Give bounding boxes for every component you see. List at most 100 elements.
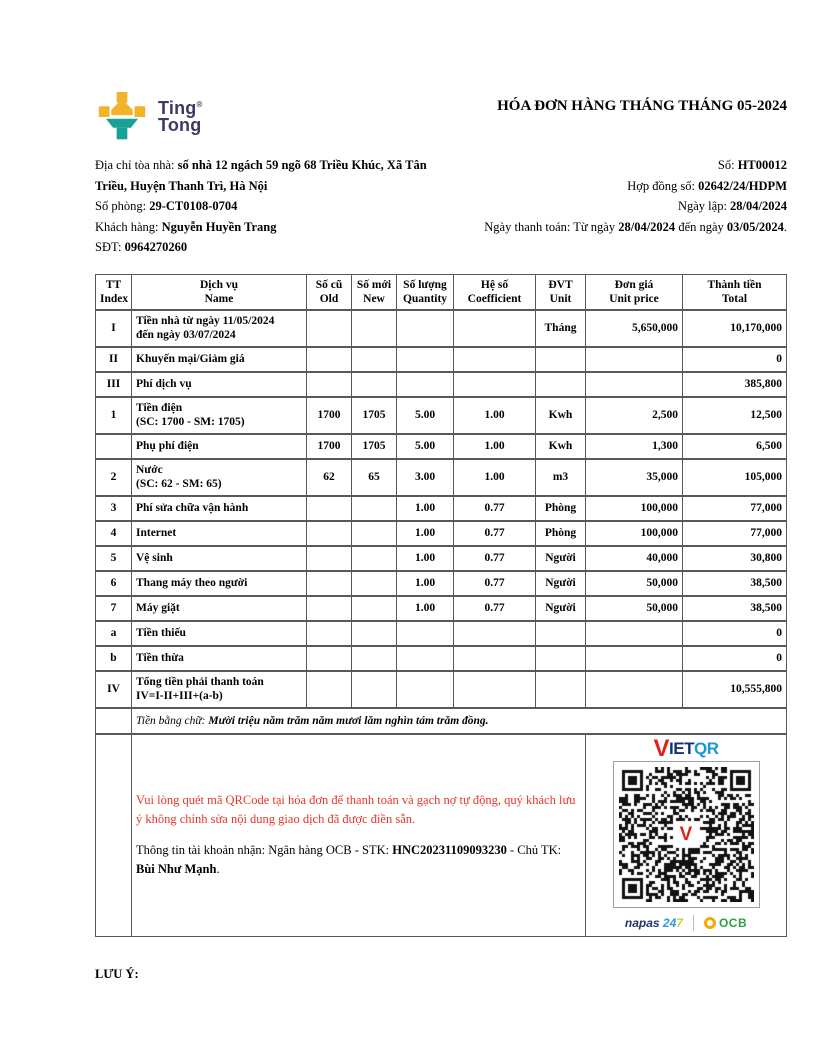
cell-idx: 5	[95, 545, 131, 571]
column-header: Số lượng Quantity	[396, 273, 453, 310]
cell-price	[585, 670, 682, 708]
cell-new	[351, 520, 396, 546]
cell-idx: 4	[95, 520, 131, 546]
cell-total: 0	[682, 620, 787, 646]
info-left: Địa chỉ tòa nhà: số nhà 12 ngách 59 ngõ …	[95, 155, 441, 258]
payment-qr-code: V	[612, 761, 760, 908]
vietqr-logo: VIETQR	[653, 735, 719, 762]
cell-idx: 6	[95, 570, 131, 596]
vietqr-center-mark-icon: V	[674, 822, 698, 847]
table-row: 5 Vệ sinh 1.00 0.77 Người 40,000 30,800	[95, 545, 787, 571]
cell-idx: II	[95, 346, 131, 372]
cell-coef: 0.77	[453, 495, 535, 521]
cell-total: 77,000	[682, 495, 787, 521]
cell-name: Tiền thừa	[131, 645, 306, 671]
cell-idx: I	[95, 309, 131, 347]
cell-unit: Người	[535, 570, 585, 596]
qr-pane: VIETQR V napas 247 OCB	[585, 733, 787, 937]
column-header: Đơn giá Unit price	[585, 273, 682, 310]
cell-unit	[535, 620, 585, 646]
cell-old	[306, 371, 351, 397]
cell-idx: III	[95, 371, 131, 397]
table-row: 3 Phí sửa chữa vận hành 1.00 0.77 Phòng 100,0…	[95, 495, 787, 521]
cell-price: 50,000	[585, 570, 682, 596]
info-right: Số: HT00012 Hợp đồng số: 02642/24/HDPM N…	[441, 155, 787, 258]
cell-price: 2,500	[585, 396, 682, 434]
cell-new	[351, 570, 396, 596]
cell-name: Phí sửa chữa vận hành	[131, 495, 306, 521]
created-date: Ngày lập: 28/04/2024	[677, 199, 787, 213]
cell-qty	[396, 309, 453, 347]
column-header: ĐVT Unit	[535, 273, 585, 310]
cell-unit: Phòng	[535, 520, 585, 546]
cell-price	[585, 346, 682, 372]
cell-name: Tiền thiếu	[131, 620, 306, 646]
cell-new	[351, 620, 396, 646]
column-header: Dịch vụ Name	[131, 273, 306, 310]
cell-old	[306, 346, 351, 372]
payment-instructions: Vui lòng quét mã QRCode tại hóa đơn để t…	[131, 733, 585, 937]
cell-price: 100,000	[585, 520, 682, 546]
cell-new	[351, 346, 396, 372]
logo-divider	[692, 915, 694, 931]
cell-total: 38,500	[682, 595, 787, 621]
cell-unit: Kwh	[535, 433, 585, 459]
cell-new: 65	[351, 458, 396, 496]
invoice-info: Địa chỉ tòa nhà: số nhà 12 ngách 59 ngõ …	[95, 155, 787, 258]
cell-price: 50,000	[585, 595, 682, 621]
cell-coef: 1.00	[453, 458, 535, 496]
column-header: Thành tiền Total	[682, 273, 787, 310]
table-row: III Phí dịch vụ 385,800	[95, 371, 787, 397]
cell-name: Phụ phí điện	[131, 433, 306, 459]
napas-247-logo: napas 247	[624, 916, 683, 930]
cell-idx: b	[95, 645, 131, 671]
cell-unit: Kwh	[535, 396, 585, 434]
cell-price	[585, 620, 682, 646]
cell-price: 5,650,000	[585, 309, 682, 347]
qr-warning-text: Vui lòng quét mã QRCode tại hóa đơn để t…	[136, 793, 576, 826]
cell-price: 1,300	[585, 433, 682, 459]
cell-old	[306, 520, 351, 546]
cell-name: Khuyến mại/Giảm giá	[131, 346, 306, 372]
account-info: Thông tin tài khoản nhận: Ngân hàng OCB …	[136, 843, 562, 876]
table-row: II Khuyến mại/Giảm giá 0	[95, 346, 787, 372]
brand: Ting® Tong	[95, 92, 203, 142]
cell-qty: 1.00	[396, 595, 453, 621]
room-number: Số phòng: 29-CT0108-0704	[95, 199, 238, 213]
cell-qty	[396, 620, 453, 646]
table-row: Phụ phí điện 1700 1705 5.00 1.00 Kwh 1,300 6,50…	[95, 433, 787, 459]
cell-unit: Phòng	[535, 495, 585, 521]
cell-total: 6,500	[682, 433, 787, 459]
column-header: Số cũ Old	[306, 273, 351, 310]
cell-total: 0	[682, 346, 787, 372]
cell-qty	[396, 670, 453, 708]
cell-old	[306, 495, 351, 521]
cell-old	[306, 620, 351, 646]
cell-name: Phí dịch vụ	[131, 371, 306, 397]
table-row: b Tiền thừa 0	[95, 645, 787, 671]
cell-total: 12,500	[682, 396, 787, 434]
cell-coef: 1.00	[453, 396, 535, 434]
cell-unit	[535, 371, 585, 397]
ocb-icon	[703, 917, 716, 929]
customer-name: Khách hàng: Nguyễn Huyền Trang	[95, 219, 277, 234]
column-header: TT Index	[95, 273, 131, 310]
cell-name: Thang máy theo người	[131, 570, 306, 596]
cell-unit: m3	[535, 458, 585, 496]
table-row: 6 Thang máy theo người 1.00 0.77 Người 50,000…	[95, 570, 787, 596]
cell-old	[306, 645, 351, 671]
billing-table: TT Index Dịch vụ Name Số cũ Old Số mới New Số lư…	[95, 273, 787, 937]
cell-new: 1705	[351, 396, 396, 434]
cell-coef: 0.77	[453, 570, 535, 596]
cell-name: Vệ sinh	[131, 545, 306, 571]
cell-total: 105,000	[682, 458, 787, 496]
cell-unit: Người	[535, 595, 585, 621]
cell-new	[351, 495, 396, 521]
cell-qty: 3.00	[396, 458, 453, 496]
cell-coef	[453, 346, 535, 372]
invoice-page: Ting® Tong HÓA ĐƠN HÀNG THÁNG THÁNG 05-2…	[95, 92, 787, 981]
cell-qty: 1.00	[396, 570, 453, 596]
cell-old: 1700	[306, 396, 351, 434]
cell-old	[306, 570, 351, 596]
cell-qty: 1.00	[396, 520, 453, 546]
